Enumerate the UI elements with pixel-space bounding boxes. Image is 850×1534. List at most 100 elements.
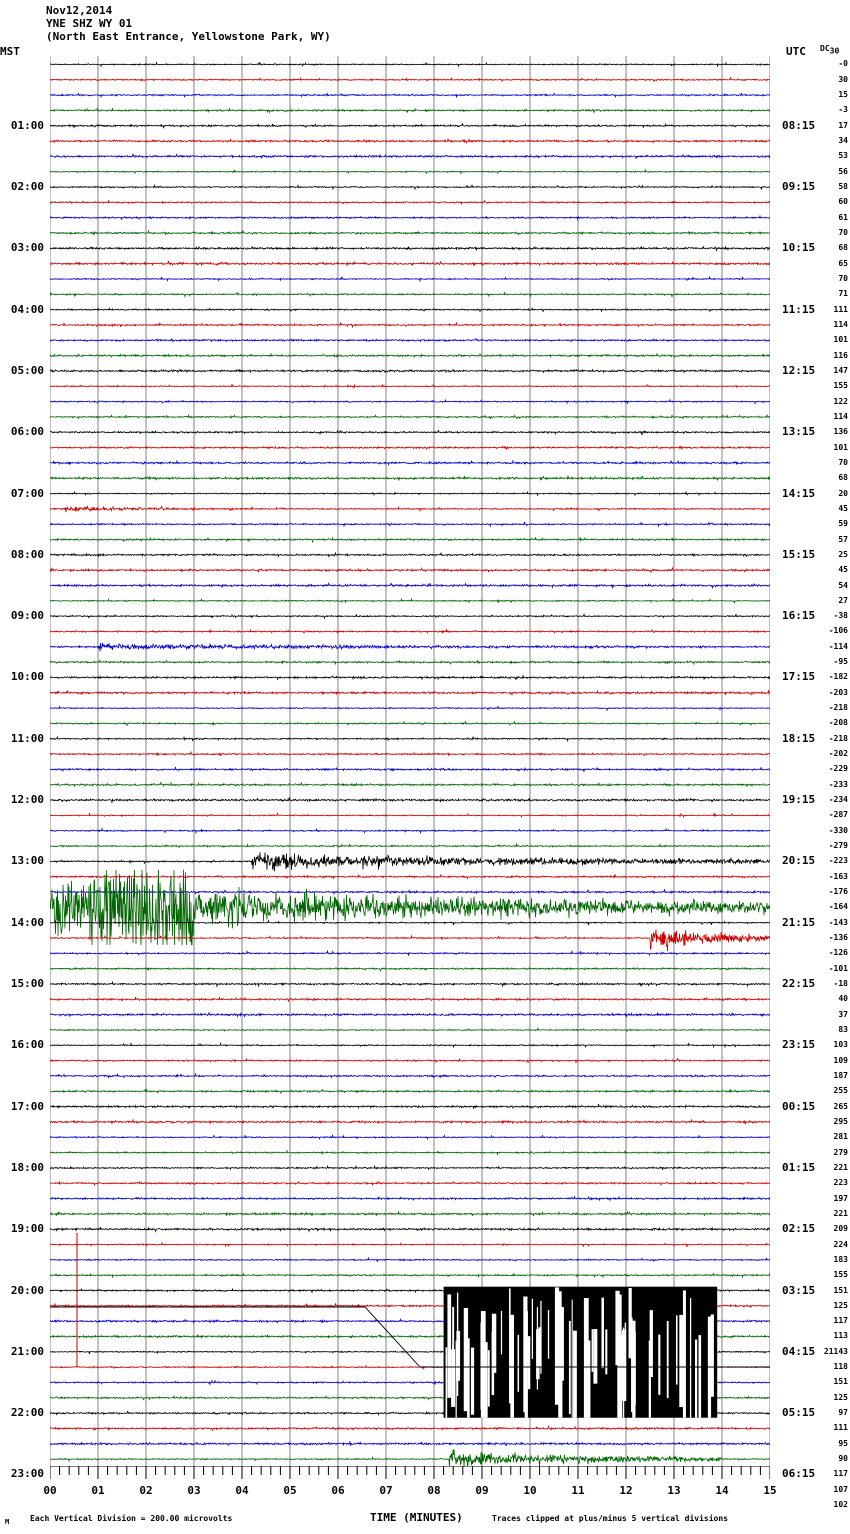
dc-value: -223: [828, 856, 848, 866]
dc-value: 59: [838, 519, 848, 529]
hour-label-utc: 08:15: [782, 118, 816, 132]
dc-value: 223: [833, 1178, 848, 1188]
dc-value: 147: [833, 365, 848, 375]
dc-value: 279: [833, 1147, 848, 1157]
trace-line: [50, 245, 770, 253]
dc-value: 21143: [823, 1346, 848, 1356]
dc-value: -106: [828, 626, 848, 636]
dc-value: -0: [838, 59, 848, 69]
dc-value: 122: [833, 396, 848, 406]
trace-line: [50, 199, 770, 206]
hour-label-mst: 06:00: [10, 425, 44, 439]
trace-line: [50, 291, 770, 299]
dc-value: 224: [833, 1239, 848, 1249]
dc-value: -18: [833, 978, 848, 988]
trace-line: [50, 1425, 770, 1432]
dc-value: -126: [828, 948, 848, 958]
trace-line: [50, 597, 770, 604]
trace-line: [50, 628, 770, 634]
hour-label-utc: 09:15: [782, 180, 816, 194]
trace-line: [50, 1441, 770, 1447]
trace-lines: [50, 61, 770, 1466]
trace-line: [50, 781, 770, 788]
header-block: Nov12,2014 YNE SHZ WY 01 (North East Ent…: [46, 4, 331, 43]
hour-label-utc: 14:15: [782, 486, 816, 500]
trace-line: [50, 1088, 770, 1095]
trace-line: [50, 675, 770, 681]
dc-value: 40: [838, 994, 848, 1004]
trace-line: [50, 275, 770, 283]
x-tick-label: 09: [475, 1484, 489, 1497]
trace-line: [50, 337, 770, 343]
hour-label-utc: 17:15: [782, 670, 816, 684]
trace-line: [50, 613, 770, 620]
dc-value: -164: [828, 902, 848, 912]
x-axis-ticks: [50, 1466, 770, 1479]
trace-line: [50, 873, 770, 880]
dc-value: 221: [833, 1208, 848, 1218]
dc-value: 101: [833, 335, 848, 345]
dc-value: 20: [838, 488, 848, 498]
clipped-saturation-block: [443, 1286, 718, 1418]
dc-value: 197: [833, 1193, 848, 1203]
trace-line: [50, 1057, 770, 1064]
x-tick-label: 03: [187, 1484, 201, 1497]
dc-value: -229: [828, 764, 848, 774]
dc-value: 68: [838, 243, 848, 253]
x-tick-label: 01: [91, 1484, 105, 1497]
hour-label-mst: 13:00: [10, 854, 44, 868]
hour-label-utc: 16:15: [782, 609, 816, 623]
trace-line: [50, 1041, 770, 1049]
hour-label-utc: 23:15: [782, 1038, 816, 1052]
x-tick-label: 12: [619, 1484, 633, 1497]
trace-line: [50, 383, 770, 389]
dc-value: 155: [833, 1270, 848, 1280]
dc-value: 37: [838, 1009, 848, 1019]
dc-column-header: DC30: [820, 44, 840, 56]
hour-label-utc: 21:15: [782, 915, 816, 929]
dc-value: -136: [828, 933, 848, 943]
dc-value: 125: [833, 1392, 848, 1402]
x-tick-label: 08: [427, 1484, 441, 1497]
x-tick-label: 06: [331, 1484, 345, 1497]
dc-value: 27: [838, 595, 848, 605]
trace-line: [50, 929, 770, 952]
hour-label-utc: 05:15: [782, 1406, 816, 1420]
scale-note: Each Vertical Division = 200.00 microvol…: [30, 1514, 233, 1523]
dc-value: 183: [833, 1254, 848, 1264]
trace-line: [50, 842, 770, 849]
hour-label-mst: 22:00: [10, 1406, 44, 1420]
dc-value: 136: [833, 427, 848, 437]
hour-label-utc: 00:15: [782, 1099, 816, 1113]
trace-line: [50, 137, 770, 145]
hour-label-mst: 18:00: [10, 1160, 44, 1174]
trace-line: [50, 429, 770, 436]
hour-label-mst: 07:00: [10, 486, 44, 500]
hour-label-utc: 18:15: [782, 731, 816, 745]
dc-value: -330: [828, 825, 848, 835]
hour-label-utc: 10:15: [782, 241, 816, 255]
hour-label-mst: 02:00: [10, 180, 44, 194]
hour-label-utc: 20:15: [782, 854, 816, 868]
trace-line: [50, 642, 770, 652]
dc-value: 95: [838, 1438, 848, 1448]
trace-line: [50, 1011, 770, 1018]
dc-value: -218: [828, 733, 848, 743]
trace-line: [50, 321, 770, 329]
trace-line: [50, 766, 770, 773]
hour-label-utc: 12:15: [782, 363, 816, 377]
trace-line: [50, 1449, 770, 1466]
header-date: Nov12,2014: [46, 4, 113, 17]
dc-value: 70: [838, 228, 848, 238]
trace-line: [50, 1226, 770, 1233]
trace-line: [50, 413, 770, 420]
trace-line: [50, 1195, 770, 1202]
dc-value: 17: [838, 120, 848, 130]
x-tick-label: 10: [523, 1484, 537, 1497]
trace-line: [50, 551, 770, 559]
trace-line: [50, 475, 770, 482]
hour-label-mst: 20:00: [10, 1283, 44, 1297]
trace-line: [50, 123, 770, 130]
left-timezone-label: MST: [0, 45, 20, 58]
trace-line: [50, 750, 770, 757]
